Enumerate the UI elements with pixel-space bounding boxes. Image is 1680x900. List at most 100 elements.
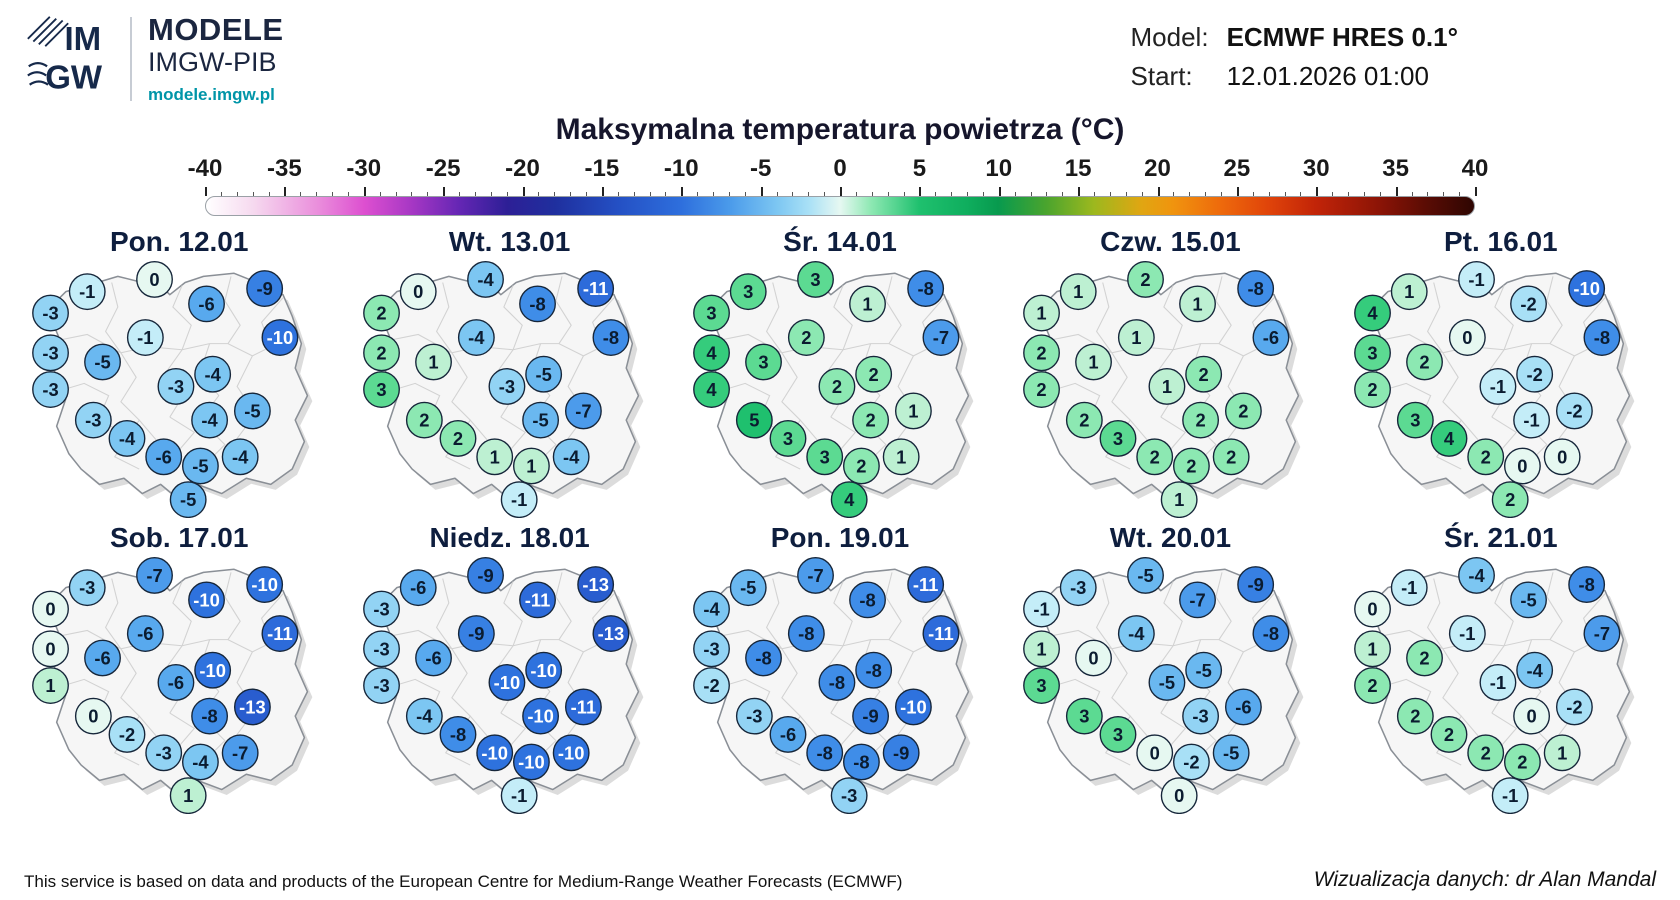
colorbar-tick — [887, 191, 889, 196]
poland-map: -10-6-9-3-1 -10-3 -5-4-3 -3-3 -4 -5-4-6 -5 -4-5 — [32, 260, 313, 518]
temp-value: -3 — [373, 598, 389, 619]
temp-bubble — [362, 590, 400, 628]
temp-value: 3 — [783, 428, 793, 449]
temp-bubble — [1390, 272, 1428, 310]
logo-text-im: IM — [64, 20, 101, 57]
temp-value: -3 — [373, 638, 389, 659]
temp-value: 1 — [1132, 327, 1142, 348]
colorbar-tick — [1475, 186, 1477, 196]
temp-value: 2 — [1480, 446, 1490, 467]
colorbar-tick — [855, 191, 857, 196]
temp-value: 2 — [1517, 751, 1527, 772]
region-border — [435, 577, 452, 649]
temp-value: 4 — [844, 489, 855, 510]
temp-value: 1 — [428, 351, 438, 372]
temp-bubble — [191, 401, 229, 439]
temp-value: 2 — [1367, 379, 1377, 400]
temp-value: 3 — [706, 302, 716, 323]
temp-value: 4 — [1444, 428, 1455, 449]
colorbar-tick — [760, 186, 763, 196]
temp-value: 1 — [183, 785, 193, 806]
temp-bubble — [399, 568, 437, 606]
temp-value: -3 — [168, 376, 184, 397]
poland-map: 121-811 -62 122 12 2 232 2 21 — [1023, 260, 1304, 518]
colorbar-tick — [538, 191, 540, 196]
temp-value: 1 — [1074, 281, 1084, 302]
temp-value: -2 — [1526, 363, 1542, 384]
temp-bubble — [524, 651, 562, 689]
temp-value: -1 — [79, 281, 95, 302]
temp-value: -5 — [192, 455, 208, 476]
region-border — [1378, 333, 1575, 356]
temp-bubble — [787, 318, 825, 356]
temp-value: -8 — [859, 589, 875, 610]
temp-bubble — [191, 697, 229, 735]
temp-value: -11 — [913, 574, 939, 595]
temp-bubble — [1353, 294, 1391, 332]
temp-value: -1 — [1034, 598, 1050, 619]
temp-bubble — [1173, 447, 1211, 485]
forecast-panel: Czw. 15.01 1 2 1 -8 1 1 -6 2 1 2 2 1 2 2 2 3 2 2 2 1 — [1005, 222, 1335, 518]
temp-bubble — [1467, 733, 1504, 771]
temp-value: 0 — [46, 598, 56, 619]
colorbar-tick — [1332, 191, 1334, 196]
temp-value: -1 — [1490, 376, 1506, 397]
temp-bubble — [1512, 401, 1550, 439]
temp-bubble — [1515, 355, 1553, 393]
region-border — [833, 580, 853, 646]
region-border — [717, 333, 914, 356]
temp-bubble — [1148, 663, 1186, 701]
temp-bubble — [1099, 419, 1137, 457]
colorbar-tick-label: 15 — [1064, 154, 1092, 182]
temp-bubble — [849, 581, 886, 618]
colorbar-tick-label: 10 — [985, 154, 1013, 182]
colorbar-tick — [395, 191, 397, 196]
temp-bubble — [1136, 733, 1174, 771]
brand-url-link[interactable]: modele.imgw.pl — [148, 84, 275, 104]
temp-value: 1 — [1037, 638, 1047, 659]
temp-value: 4 — [1367, 302, 1378, 323]
colorbar-tick — [1141, 191, 1143, 196]
temp-bubble — [194, 355, 232, 393]
temp-bubble — [188, 581, 226, 618]
temp-bubble — [693, 333, 730, 371]
temp-bubble — [169, 480, 207, 518]
temp-bubble — [882, 437, 920, 475]
region-border — [1215, 275, 1233, 344]
temp-value: -10 — [200, 659, 227, 680]
temp-value: -4 — [1526, 659, 1543, 680]
temp-value: 2 — [1196, 409, 1206, 430]
region-border — [502, 580, 523, 646]
temp-value: -3 — [43, 342, 59, 363]
colorbar-tick — [586, 191, 587, 196]
temp-value: -2 — [1184, 751, 1200, 772]
colorbar-tick — [998, 186, 1001, 196]
region-border — [435, 281, 452, 353]
region-border — [1215, 571, 1233, 640]
temp-value: 3 — [1037, 675, 1047, 696]
temp-bubble — [1075, 343, 1113, 381]
region-border — [1163, 580, 1184, 646]
panel-date-label: Niedz. 18.01 — [429, 521, 590, 553]
temp-bubble — [1066, 697, 1104, 735]
colorbar-tick — [1268, 191, 1270, 196]
temp-value: -7 — [575, 400, 591, 421]
temp-value: -8 — [449, 724, 465, 745]
temp-bubble — [769, 419, 807, 457]
temp-bubble — [1512, 697, 1550, 735]
temp-value: 3 — [820, 446, 830, 467]
colorbar-tick — [1062, 191, 1064, 196]
colorbar-tick — [1125, 191, 1127, 196]
colorbar-tick-label: -15 — [584, 154, 620, 182]
temp-value: -3 — [841, 785, 857, 806]
temp-bubble — [362, 629, 400, 667]
temp-bubble — [592, 318, 629, 356]
temp-value: -13 — [582, 574, 609, 595]
temp-value: -7 — [807, 565, 823, 586]
temp-bubble — [1543, 437, 1581, 475]
temp-value: -1 — [1502, 785, 1518, 806]
temp-bubble — [1583, 614, 1621, 652]
temp-bubble — [512, 743, 550, 781]
colorbar-tick — [332, 191, 333, 196]
colorbar-tick — [1443, 191, 1445, 196]
